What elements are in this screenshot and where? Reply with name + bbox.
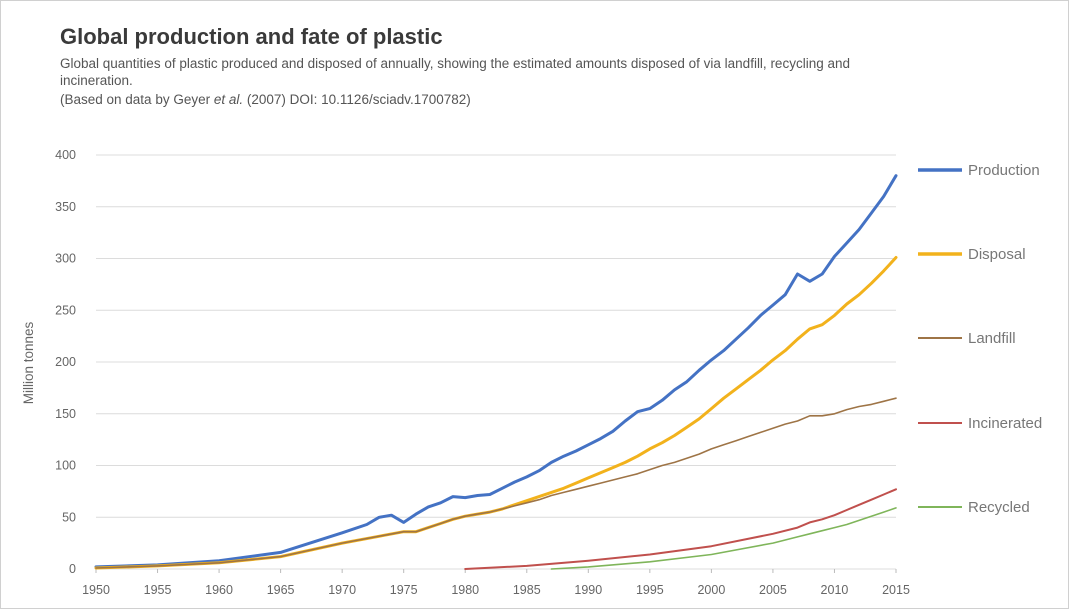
series-line-incinerated: [464, 488, 897, 570]
y-tick-label: 0: [69, 562, 76, 576]
y-tick-label: 300: [55, 252, 76, 266]
series-line-recycled: [550, 507, 897, 570]
series-line-landfill: [95, 397, 897, 569]
legend-label-disposal: Disposal: [968, 246, 1026, 263]
source-suffix: (2007) DOI: 10.1126/sciadv.1700782): [243, 92, 471, 107]
source-prefix: (Based on data by Geyer: [60, 92, 214, 107]
y-tick-label: 200: [55, 355, 76, 369]
chart-title: Global production and fate of plastic: [60, 24, 443, 49]
y-tick-label: 250: [55, 303, 76, 317]
x-tick-label: 1960: [205, 583, 233, 597]
y-axis-label: Million tonnes: [21, 321, 36, 404]
x-tick-label: 1990: [574, 583, 602, 597]
x-tick-label: 2005: [759, 583, 787, 597]
y-tick-label: 350: [55, 200, 76, 214]
x-tick-label: 1980: [451, 583, 479, 597]
legend-label-incinerated: Incinerated: [968, 415, 1042, 432]
legend: Production Disposal Landfill Incinerated Rec…: [918, 162, 1042, 516]
y-tick-label: 100: [55, 459, 76, 473]
x-tick-label: 1995: [636, 583, 664, 597]
chart-source: (Based on data by Geyer et al. (2007) DO…: [60, 92, 471, 107]
gridlines: [96, 154, 896, 570]
y-axis-ticks: 0 50 100 150 200 250 300 350 400: [55, 148, 76, 576]
x-tick-label: 1950: [82, 583, 110, 597]
legend-label-production: Production: [968, 162, 1040, 179]
x-tick-label: 1985: [513, 583, 541, 597]
x-axis-ticks: 1950 1955 1960 1965 1970 1975 1980 1985 1990 1995…: [82, 569, 910, 597]
y-tick-label: 400: [55, 148, 76, 162]
series-line-production: [94, 174, 898, 569]
series-lines: [94, 174, 898, 570]
x-tick-label: 1955: [144, 583, 172, 597]
legend-label-recycled: Recycled: [968, 499, 1030, 516]
y-tick-label: 50: [62, 510, 76, 524]
x-tick-label: 1975: [390, 583, 418, 597]
chart-subtitle: Global quantities of plastic produced an…: [60, 56, 850, 88]
x-tick-label: 2000: [697, 583, 725, 597]
x-tick-label: 2015: [882, 583, 910, 597]
source-italic: et al.: [213, 92, 244, 107]
x-tick-label: 1965: [267, 583, 295, 597]
x-tick-label: 1970: [328, 583, 356, 597]
x-tick-label: 2010: [821, 583, 849, 597]
y-tick-label: 150: [55, 407, 76, 421]
legend-label-landfill: Landfill: [968, 330, 1016, 347]
